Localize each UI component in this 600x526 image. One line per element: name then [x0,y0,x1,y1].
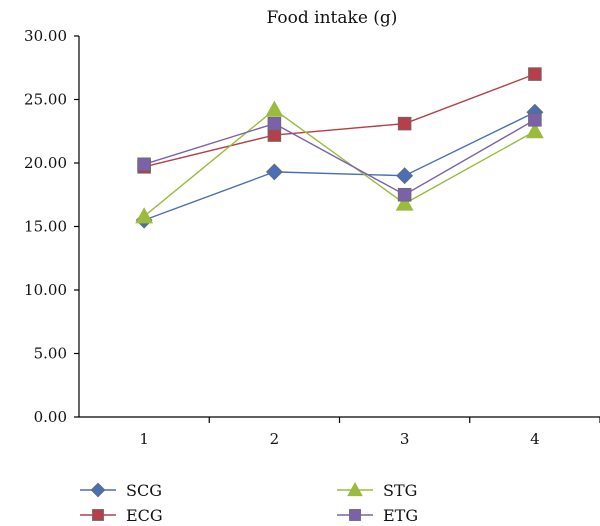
series-line-scg [143,111,536,221]
x-tick-label: 4 [530,430,540,448]
data-point-etg [397,187,412,202]
series-line-stg [143,108,536,217]
series-ecg [137,67,542,174]
y-tick-label: 5.00 [34,345,67,363]
legend-marker [92,509,104,521]
legend-item-etg: ETG [337,506,418,525]
series-stg [135,100,544,224]
data-point-stg [265,100,284,117]
legend-item-scg: SCG [80,481,162,500]
data-point-stg [525,122,544,139]
legend-label: SCG [126,481,162,500]
data-point-scg [396,167,414,185]
legend-marker [347,482,363,497]
data-point-stg [135,207,154,224]
series-line-ecg [143,73,536,168]
legend-item-ecg: ECG [80,506,163,525]
series-line-etg [143,119,536,196]
legend-label: ETG [383,506,418,525]
data-point-ecg [528,67,542,81]
series-scg [135,103,544,229]
series-etg [137,113,542,202]
data-point-scg [265,163,283,181]
data-point-etg [267,116,282,131]
series-layer [135,67,544,229]
axes: 0.00 5.00 10.00 15.00 20.00 25.00 30.00 1 2 3 4 [24,27,600,448]
legend: SCG ECG STG ETG [80,481,418,525]
legend-marker [349,509,361,521]
x-tick-label: 3 [400,430,410,448]
legend-label: STG [383,481,417,500]
y-tick-label: 30.00 [24,27,67,45]
y-tick-label: 25.00 [24,91,67,109]
y-tick-label: 20.00 [24,154,67,172]
x-tick-label: 1 [139,430,149,448]
y-tick-label: 10.00 [24,281,67,299]
data-point-ecg [397,116,412,131]
y-tick-label: 15.00 [24,218,67,236]
y-tick-label: 0.00 [34,408,67,426]
chart-title: Food intake (g) [267,8,398,28]
data-point-etg [528,113,542,127]
legend-label: ECG [126,506,163,525]
data-point-ecg [267,128,282,142]
legend-marker [90,482,106,498]
x-tick-label: 2 [270,430,280,448]
data-point-etg [137,157,151,172]
data-point-stg [395,194,414,211]
legend-item-stg: STG [337,481,417,500]
